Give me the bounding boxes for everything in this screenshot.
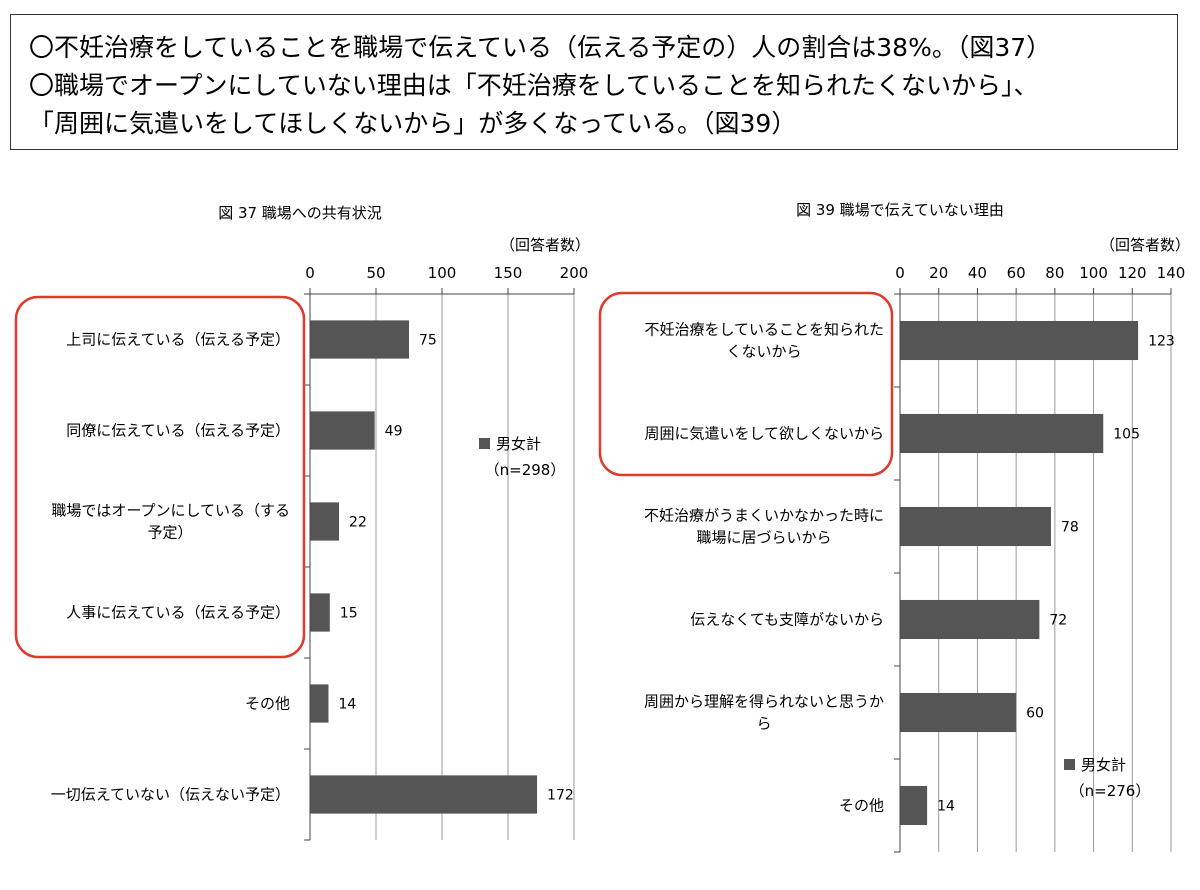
data-label: 49 [385, 424, 403, 440]
category-label: 伝えなくても支障がないから [690, 611, 884, 629]
bar [310, 684, 329, 723]
axis-unit-label: （回答者数） [500, 236, 590, 254]
tick-label: 100 [1079, 264, 1108, 282]
summary-box: 〇不妊治療をしていることを職場で伝えている（伝える予定の）人の割合は38%。（図… [10, 14, 1178, 150]
tick-label: 80 [1045, 264, 1064, 282]
axis-unit-label: （回答者数） [1100, 236, 1190, 254]
tick-label: 100 [428, 264, 457, 282]
category-label: 不妊治療がうまくいかなかった時に [644, 507, 884, 525]
summary-line-2: 〇職場でオープンにしていない理由は「不妊治療をしていることを知られたくないから」… [29, 71, 1039, 100]
bar [900, 320, 1139, 361]
category-label: くないから [726, 343, 801, 361]
category-label: 一切伝えていない（伝えない予定） [51, 786, 290, 804]
data-label: 14 [338, 697, 356, 713]
legend-label: 男女計 [1081, 756, 1126, 774]
summary-line-1: 〇不妊治療をしていることを職場で伝えている（伝える予定の）人の割合は38%。（図… [29, 33, 1052, 62]
bar [900, 785, 928, 826]
legend-swatch [479, 438, 490, 449]
category-label: ら [756, 715, 771, 733]
tick-label: 50 [366, 264, 385, 282]
data-label: 105 [1113, 427, 1140, 443]
bar [310, 775, 538, 814]
legend-note: （n=276） [1070, 782, 1151, 800]
tick-label: 20 [929, 264, 948, 282]
category-label: 職場に居づらいから [696, 529, 831, 547]
chart-workplace-sharing: 図 37 職場への共有状況 （回答者数） 0 50 100 150 200 75 上司に伝えてい… [14, 204, 590, 841]
category-label: 不妊治療をしていることを知られた [644, 321, 884, 339]
category-label: その他 [839, 797, 884, 815]
bar [310, 502, 340, 541]
chart-reasons-not-telling: 図 39 職場で伝えていない理由 （回答者数） 0 20 40 60 80 100 120 140… [598, 201, 1190, 853]
bar [900, 692, 1017, 733]
bar [900, 599, 1040, 640]
tick-label: 60 [1007, 264, 1026, 282]
legend-swatch [1064, 759, 1075, 770]
data-label: 60 [1026, 706, 1044, 722]
category-label: 予定） [147, 524, 192, 542]
chart-title: 図 39 職場で伝えていない理由 [796, 201, 1004, 219]
tick-label: 120 [1118, 264, 1147, 282]
bar [310, 411, 375, 450]
data-label: 78 [1061, 520, 1079, 536]
bar [900, 413, 1104, 454]
category-label: その他 [245, 695, 290, 713]
tick-label: 0 [895, 264, 905, 282]
data-label: 75 [419, 333, 437, 349]
highlight-box [14, 295, 306, 659]
data-label: 123 [1148, 334, 1175, 350]
category-label: 同僚に伝えている（伝える予定） [66, 422, 290, 440]
bar [900, 506, 1051, 547]
data-label: 14 [937, 799, 955, 815]
category-label: 人事に伝えている（伝える予定） [66, 604, 290, 622]
category-label: 上司に伝えている（伝える予定） [66, 331, 290, 349]
category-label: 周囲に気遣いをして欲しくないから [644, 425, 884, 443]
data-label: 22 [349, 515, 367, 531]
summary-line-3: 「周囲に気遣いをしてほしくないから」が多くなっている。（図39） [29, 109, 797, 138]
tick-label: 200 [560, 264, 589, 282]
tick-label: 150 [494, 264, 523, 282]
data-label: 72 [1049, 613, 1067, 629]
tick-label: 140 [1157, 264, 1186, 282]
highlight-box [598, 291, 894, 477]
chart-title: 図 37 職場への共有状況 [218, 204, 382, 222]
data-label: 172 [547, 788, 574, 804]
data-label: 15 [340, 606, 358, 622]
legend-note: （n=298） [485, 461, 566, 479]
tick-label: 0 [305, 264, 315, 282]
category-label: 職場ではオープンにしている（する [51, 502, 290, 520]
legend-label: 男女計 [496, 435, 541, 453]
tick-label: 40 [968, 264, 987, 282]
category-label: 周囲から理解を得られないと思うか [644, 693, 884, 711]
bar [310, 320, 409, 359]
bar [310, 593, 330, 632]
